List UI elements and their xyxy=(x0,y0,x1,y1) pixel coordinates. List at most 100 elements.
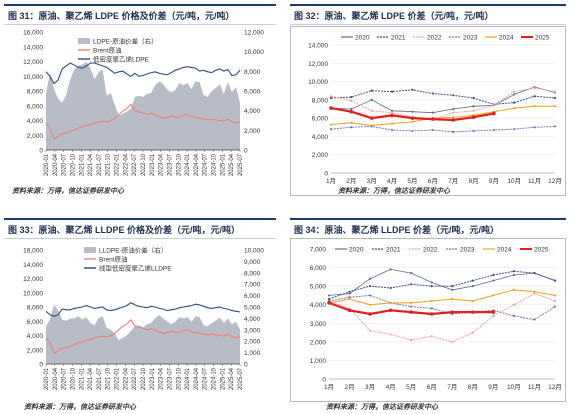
x-tick-label: 8月 xyxy=(468,177,478,185)
series-point-2020 xyxy=(430,281,433,284)
y-tick-label-right: 2,000 xyxy=(244,339,261,346)
x-tick-label: 2023-01 xyxy=(150,153,156,176)
series-point-2021 xyxy=(390,90,394,93)
x-tick-label: 3月 xyxy=(367,177,377,185)
series-point-2020 xyxy=(512,273,516,277)
series-line-2022 xyxy=(328,293,556,343)
y-tick-label-right: 7,000 xyxy=(244,282,261,289)
panel-title-bar: 图 31：原油、聚乙烯 LDPE 价格及价差（元/吨，元/吨） xyxy=(4,4,276,25)
x-tick-label: 2023-01 xyxy=(150,367,156,390)
series-point-2024 xyxy=(513,106,516,110)
series-point-2020 xyxy=(370,98,373,101)
chart-ldpe-price-spread: 0 2,000 4,000 6,000 8,000 10,000 12,000 14,000 1… xyxy=(23,30,264,177)
series-point-2022 xyxy=(452,111,455,114)
y-tick-label-left: 16,000 xyxy=(23,30,43,37)
x-tick-label: 9月 xyxy=(488,383,498,391)
legend-label: 2021 xyxy=(391,35,406,42)
series-point-2025 xyxy=(390,113,394,118)
series-point-2023 xyxy=(553,125,557,128)
series-point-2021 xyxy=(329,96,333,100)
y-tick-label: 1,000 xyxy=(310,358,327,365)
legend-label: 2020 xyxy=(355,35,370,42)
series-point-2024 xyxy=(390,122,394,125)
series-point-2023 xyxy=(431,128,434,132)
x-tick-label: 5月 xyxy=(406,383,416,391)
x-tick-label: 2022-04 xyxy=(123,367,129,390)
series-point-2024 xyxy=(451,298,454,301)
series-point-2022 xyxy=(471,331,474,334)
series-point-2024 xyxy=(368,303,372,306)
panel-33: 图 33：原油、聚乙烯 LLDPE 价格及价差（元/吨，元/吨） 0 2,000 4… xyxy=(4,218,276,412)
y-tick-label-left: 6,000 xyxy=(27,319,44,326)
series-point-2025 xyxy=(369,116,374,120)
x-tick-label: 2024-10 xyxy=(212,153,218,176)
x-tick-label: 2021-04 xyxy=(88,153,94,176)
y-tick-label-right: 12,000 xyxy=(244,30,264,37)
series-point-2020 xyxy=(410,272,413,275)
legend-label: 线型低密度聚乙烯LLDPE xyxy=(99,264,172,273)
x-tick-label: 2024-04 xyxy=(194,367,200,390)
series-point-2025 xyxy=(349,109,354,114)
y-tick-label: 2,000 xyxy=(312,152,329,159)
series-point-2020 xyxy=(348,292,351,295)
y-tick-label-left: 2,000 xyxy=(27,133,44,140)
x-tick-label: 2025-07 xyxy=(238,367,244,390)
y-tick-label-left: 16,000 xyxy=(23,248,43,255)
x-tick-label: 2023-04 xyxy=(159,153,165,176)
series-point-2022 xyxy=(370,109,373,112)
legend-label: 2023 xyxy=(460,247,475,254)
series-point-2022 xyxy=(533,86,536,90)
series-point-2025 xyxy=(409,310,413,314)
x-tick-label: 12月 xyxy=(548,383,562,391)
series-point-2021 xyxy=(533,272,536,275)
y-tick-label-right: 4,000 xyxy=(244,108,261,115)
series-point-2025 xyxy=(327,301,331,305)
series-point-2023 xyxy=(410,305,413,308)
series-point-2021 xyxy=(368,285,372,288)
legend-swatch xyxy=(84,247,96,253)
y-tick-label-left: 12,000 xyxy=(23,276,43,283)
y-tick-label-right: 10,000 xyxy=(244,248,264,255)
y-tick-label-right: 6,000 xyxy=(244,89,261,96)
x-tick-label: 8月 xyxy=(468,383,478,391)
x-tick-label: 2020-07 xyxy=(62,367,68,390)
y-tick-label-left: 8,000 xyxy=(27,305,44,312)
series-point-2025 xyxy=(471,115,476,120)
source-note: 资料来源：万得，信达证券研发中心 xyxy=(24,404,136,411)
series-point-2024 xyxy=(411,120,414,123)
chart-ldpe-seasonal-spread: 0 2,000 4,000 6,000 8,000 10,000 12,000 14,000 1… xyxy=(290,26,566,196)
series-point-2022 xyxy=(350,99,353,102)
x-tick-label: 2021-10 xyxy=(106,367,112,390)
legend-label: LDPE-原油价差（右） xyxy=(93,37,158,46)
series-line-2020 xyxy=(328,268,556,296)
x-tick-label: 2022-01 xyxy=(115,367,121,390)
series-point-2022 xyxy=(492,104,496,107)
y-tick-label-right: 0 xyxy=(244,148,248,155)
x-tick-label: 2022-04 xyxy=(123,153,129,176)
series-area-spread xyxy=(46,61,240,150)
legend-label: 2023 xyxy=(463,35,478,42)
x-tick-label: 2月 xyxy=(344,383,354,391)
series-point-2025 xyxy=(491,310,496,314)
series-point-2021 xyxy=(431,92,434,95)
series-line-2 xyxy=(45,62,241,85)
series-point-2021 xyxy=(451,285,454,288)
y-tick-label: 12,000 xyxy=(308,61,328,68)
series-point-2024 xyxy=(533,290,536,293)
y-tick-label-left: 6,000 xyxy=(27,103,44,110)
series-point-2023 xyxy=(348,296,351,299)
series-point-2022 xyxy=(329,95,333,98)
x-tick-label: 2020-10 xyxy=(70,367,76,390)
x-tick-label: 2020-10 xyxy=(70,153,76,176)
series-point-2024 xyxy=(329,123,333,126)
x-tick-label: 4月 xyxy=(387,177,397,185)
y-tick-label: 2,000 xyxy=(310,339,327,346)
x-tick-label: 2020-01 xyxy=(44,153,50,176)
series-point-2025 xyxy=(347,308,352,313)
x-tick-label: 2024-07 xyxy=(203,367,209,390)
x-tick-label: 2023-04 xyxy=(159,367,165,390)
x-tick-label: 2月 xyxy=(346,177,356,185)
legend-label: 2022 xyxy=(423,247,438,254)
panel-title: 图 31：原油、聚乙烯 LDPE 价格及价差（元/吨，元/吨） xyxy=(8,11,235,21)
x-tick-label: 11月 xyxy=(528,383,541,391)
